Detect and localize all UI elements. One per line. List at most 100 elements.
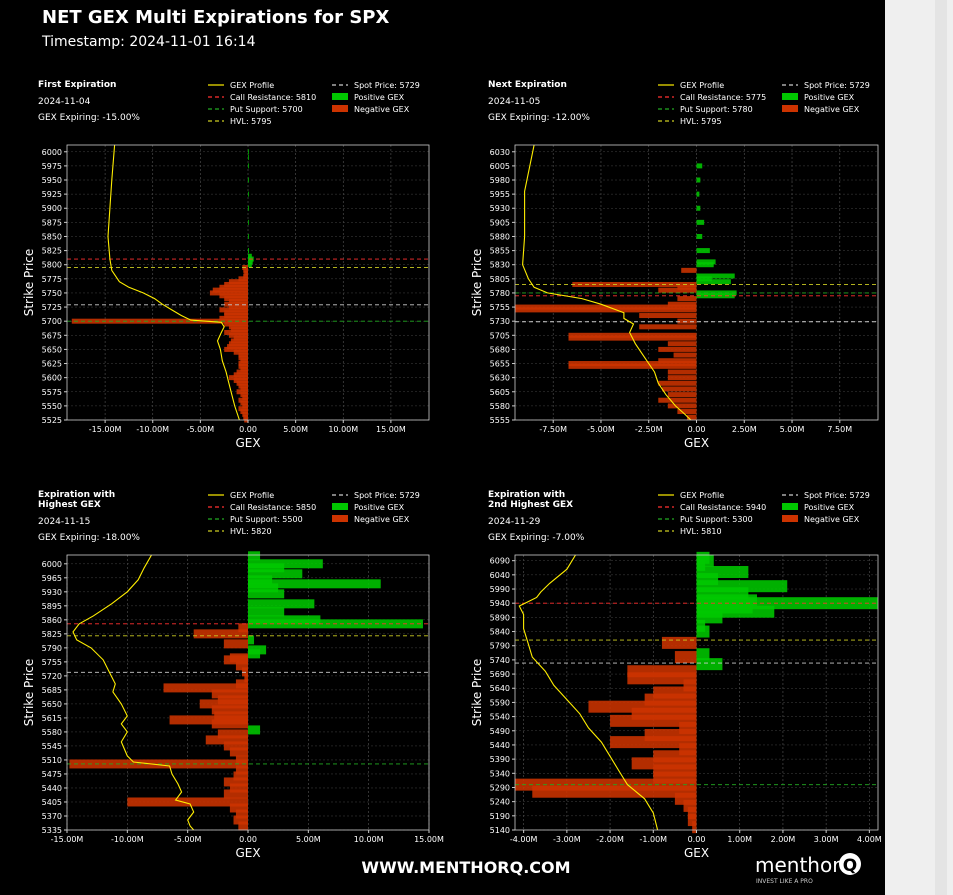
- bar-positive: [248, 583, 279, 593]
- bar-negative: [238, 355, 248, 361]
- bar-positive: [696, 163, 703, 169]
- bar-negative: [639, 313, 697, 319]
- legend-swatch-pos: [332, 503, 348, 510]
- x-tick-label: 7.50M: [827, 425, 852, 434]
- legend-label: Put Support: 5780: [680, 105, 753, 114]
- legend-label: GEX Profile: [230, 81, 274, 90]
- page-title: NET GEX Multi Expirations for SPX: [42, 7, 389, 28]
- y-tick-label: 5475: [42, 770, 62, 779]
- x-tick-label: -5.00M: [187, 425, 215, 434]
- panel-gex-expiring: GEX Expiring: -18.00%: [38, 533, 140, 543]
- bar-negative: [238, 363, 248, 369]
- x-tick-label: 10.00M: [354, 835, 384, 844]
- bar-negative: [238, 352, 248, 358]
- bar-positive: [248, 607, 285, 617]
- bar-negative: [686, 414, 697, 420]
- legend-label: Negative GEX: [804, 105, 860, 114]
- bar-negative: [667, 341, 697, 347]
- bar-negative: [240, 400, 248, 406]
- bar-negative: [658, 287, 697, 293]
- chart-panel-1: First Expiration 2024-11-04 GEX Expiring: …: [22, 80, 430, 450]
- bar-negative: [219, 315, 248, 321]
- page-scrollbar[interactable]: [885, 0, 953, 895]
- bar-negative: [238, 383, 248, 389]
- bar-negative: [243, 273, 248, 279]
- bar-negative: [228, 279, 248, 285]
- bar-negative: [227, 344, 248, 350]
- bar-positive: [248, 563, 285, 573]
- bar-positive: [248, 253, 252, 259]
- bar-positive: [248, 154, 249, 160]
- legend-label: Call Resistance: 5850: [230, 503, 316, 512]
- bar-negative: [238, 623, 248, 633]
- legend-swatch-neg: [332, 105, 348, 112]
- panel-gex-expiring: GEX Expiring: -15.00%: [38, 113, 140, 123]
- y-tick-label: 5825: [42, 247, 62, 256]
- y-tick-label: 5830: [490, 261, 510, 270]
- bar-negative: [236, 369, 248, 375]
- y-tick-label: 5975: [42, 162, 62, 171]
- bar-positive: [248, 635, 255, 645]
- gex-profile-line: [72, 554, 195, 831]
- gex-charts: NET GEX Multi Expirations for SPX Timest…: [22, 7, 882, 885]
- bar-positive: [248, 219, 249, 225]
- bar-positive: [248, 551, 261, 561]
- x-tick-label: 2.50M: [732, 425, 757, 434]
- bar-negative: [228, 298, 248, 304]
- y-tick-label: 6000: [42, 560, 62, 569]
- bar-negative: [224, 296, 248, 302]
- legend-swatch-neg: [782, 515, 798, 522]
- y-tick-label: 5440: [490, 741, 510, 750]
- bar-positive: [696, 259, 716, 265]
- y-axis-label: Strike Price: [22, 659, 36, 727]
- bar-negative: [658, 380, 697, 386]
- y-tick-label: 5930: [42, 588, 62, 597]
- bar-negative: [233, 815, 248, 825]
- legend-label: Positive GEX: [354, 93, 405, 102]
- bar-negative: [238, 406, 248, 412]
- y-tick-label: 5510: [42, 756, 62, 765]
- dashboard-canvas: NET GEX Multi Expirations for SPX Timest…: [0, 0, 885, 895]
- bar-negative: [219, 307, 248, 313]
- y-tick-label: 5550: [42, 402, 62, 411]
- bar-positive: [248, 191, 249, 197]
- legend-label: GEX Profile: [230, 491, 274, 500]
- bar-negative: [224, 329, 248, 335]
- legend-label: Call Resistance: 5775: [680, 93, 766, 102]
- bar-negative: [211, 719, 248, 729]
- y-tick-label: 5640: [490, 684, 510, 693]
- legend-label: HVL: 5820: [230, 527, 272, 536]
- scrollbar-track[interactable]: [935, 0, 947, 895]
- y-tick-label: 5650: [42, 700, 62, 709]
- legend-label: HVL: 5810: [680, 527, 722, 536]
- brand-tagline: INVEST LIKE A PRO: [756, 878, 813, 885]
- legend-label: Spot Price: 5729: [354, 491, 420, 500]
- legend-swatch-pos: [782, 503, 798, 510]
- bar-negative: [240, 358, 248, 364]
- bar-negative: [627, 672, 697, 685]
- bar-positive: [248, 149, 249, 155]
- x-axis-label: GEX: [684, 436, 709, 450]
- bar-positive: [696, 248, 710, 254]
- bar-positive: [248, 569, 303, 579]
- bar-negative: [235, 809, 248, 819]
- legend-swatch-pos: [782, 93, 798, 100]
- panel-date: 2024-11-05: [488, 97, 540, 107]
- y-tick-label: 5685: [42, 686, 62, 695]
- y-tick-label: 5825: [42, 630, 62, 639]
- y-tick-label: 5675: [42, 331, 62, 340]
- y-tick-label: 5705: [490, 331, 510, 340]
- bar-negative: [233, 349, 248, 355]
- legend-label: Call Resistance: 5810: [230, 93, 316, 102]
- y-tick-label: 5990: [490, 585, 510, 594]
- y-tick-label: 5895: [42, 602, 62, 611]
- bar-negative: [224, 281, 248, 287]
- footer-website[interactable]: WWW.MENTHORQ.COM: [361, 858, 570, 877]
- y-tick-label: 5860: [42, 616, 62, 625]
- bar-negative: [229, 803, 248, 813]
- bar-negative: [515, 304, 697, 310]
- y-tick-label: 5965: [42, 574, 62, 583]
- bar-negative: [242, 411, 248, 417]
- y-tick-label: 6090: [490, 557, 510, 566]
